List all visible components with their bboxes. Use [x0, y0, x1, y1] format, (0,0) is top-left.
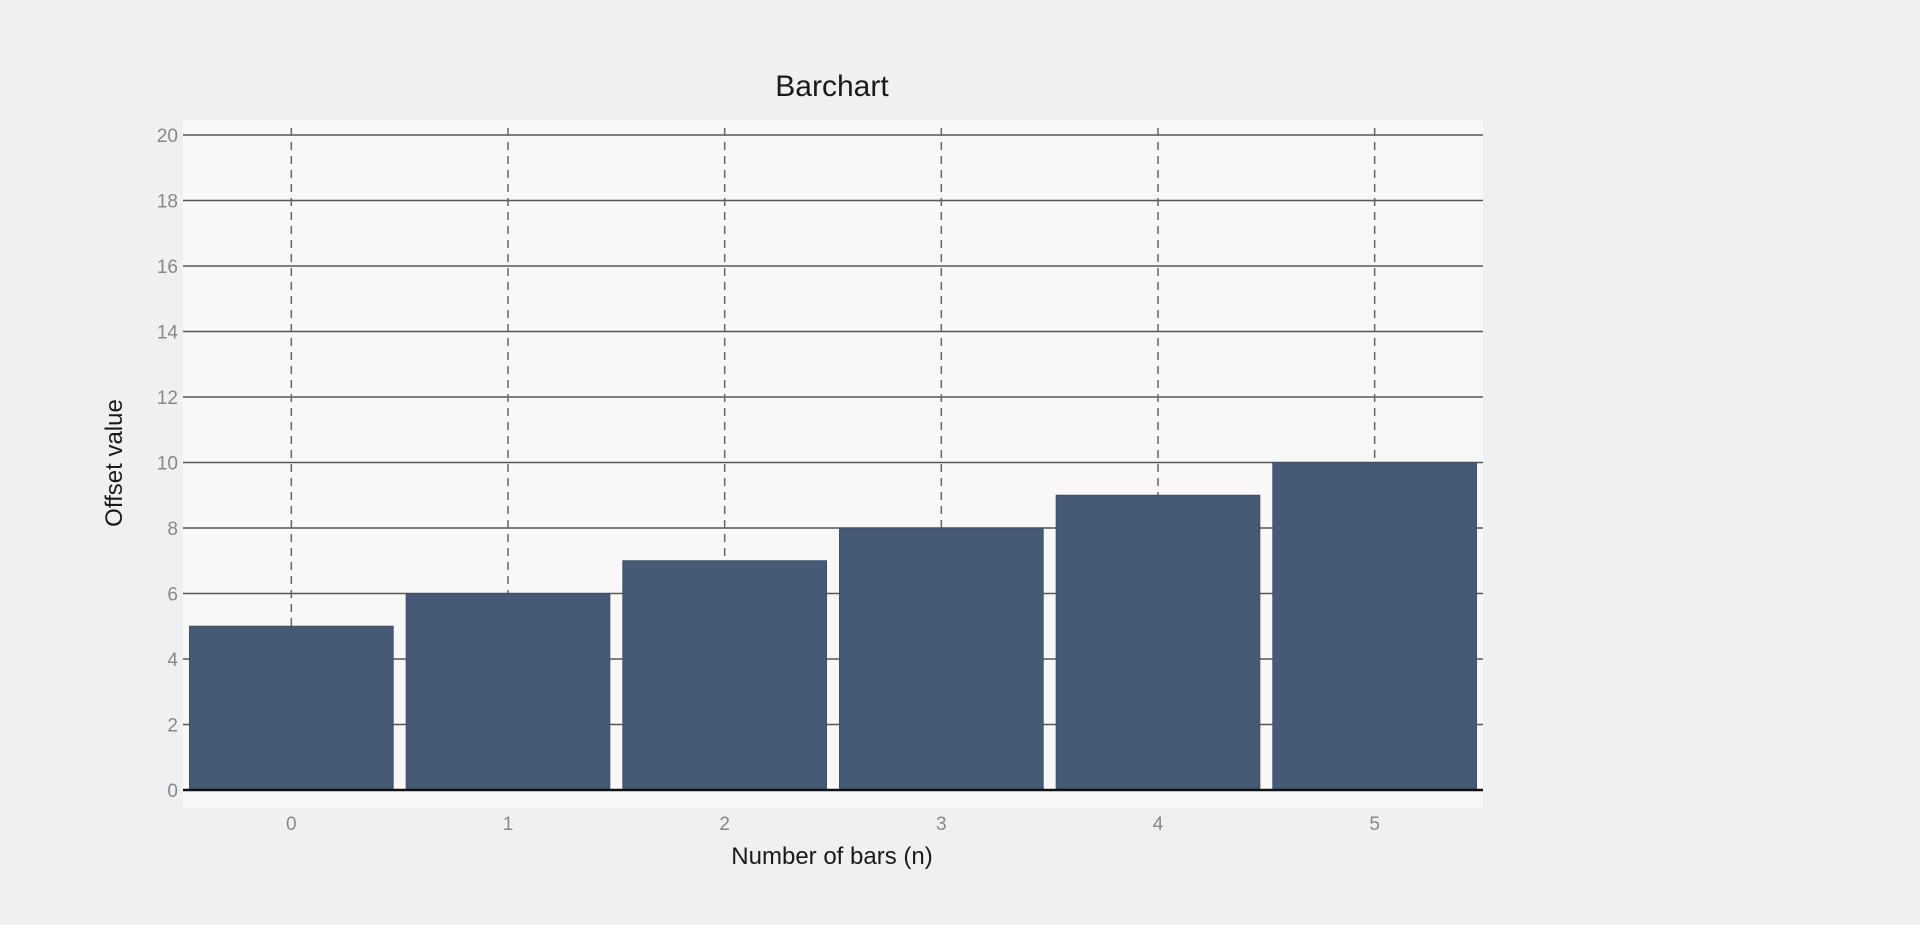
- x-tick-label: 2: [719, 814, 730, 835]
- y-axis-title: Offset value: [101, 399, 128, 527]
- y-tick-label: 20: [157, 126, 178, 147]
- y-tick-label: 16: [157, 257, 178, 278]
- y-tick-label: 14: [157, 323, 179, 344]
- x-axis-title: Number of bars (n): [731, 843, 932, 870]
- y-tick-label: 8: [167, 519, 178, 540]
- y-tick-label: 18: [157, 192, 178, 213]
- x-tick-label: 5: [1369, 814, 1380, 835]
- y-tick-label: 4: [167, 650, 178, 671]
- bar: [1272, 462, 1478, 791]
- y-tick-label: 12: [157, 388, 178, 409]
- y-tick-label: 0: [167, 781, 178, 802]
- bar: [1055, 494, 1261, 791]
- y-tick-label: 2: [167, 716, 178, 737]
- bar: [839, 527, 1044, 791]
- x-tick-label: 1: [503, 814, 514, 835]
- chart-title: Barchart: [775, 70, 889, 103]
- x-tick-label: 3: [936, 814, 947, 835]
- bar: [405, 593, 611, 791]
- x-tick-label: 0: [286, 814, 297, 835]
- bar: [189, 625, 394, 791]
- y-tick-label: 6: [167, 585, 178, 606]
- y-tick-label: 10: [157, 454, 178, 475]
- bar: [622, 560, 827, 791]
- x-tick-label: 4: [1153, 814, 1164, 835]
- plot-background: [183, 120, 1483, 808]
